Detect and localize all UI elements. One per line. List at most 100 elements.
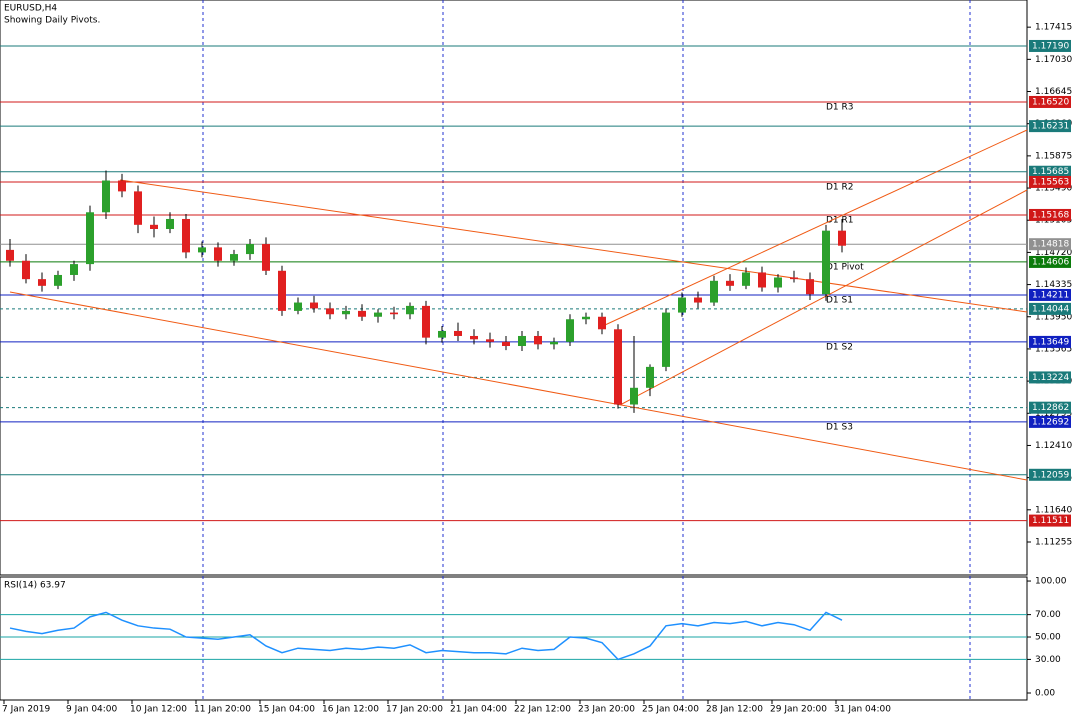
level-label: 1.14211 (1032, 290, 1069, 300)
candle-body (550, 341, 558, 345)
pivot-label: D1 R3 (826, 102, 854, 112)
level-label: 1.11511 (1032, 516, 1069, 526)
rsi-tick-label: 70.00 (1035, 610, 1061, 620)
x-tick-label: 11 Jan 20:00 (194, 705, 251, 715)
candle-body (198, 247, 206, 253)
candle-body (710, 280, 718, 303)
candle-body (694, 297, 702, 303)
y-tick-label: 1.16645 (1035, 87, 1072, 97)
y-tick-label: 1.15490 (1035, 184, 1072, 194)
y-tick-label: 1.14720 (1035, 248, 1072, 258)
level-label: 1.14606 (1032, 257, 1069, 267)
candle-body (390, 312, 398, 315)
level-tag (1029, 165, 1071, 178)
candle-body (358, 310, 366, 317)
rsi-title: RSI(14) 63.97 (4, 581, 66, 591)
pivot-label: D1 R2 (826, 182, 854, 192)
level-tag (1029, 39, 1071, 52)
candle-body (470, 335, 478, 340)
candle-body (742, 272, 750, 286)
level-tag (1029, 238, 1071, 251)
candle-body (294, 302, 302, 311)
candle-body (342, 310, 350, 315)
price-panel (0, 0, 1028, 576)
candle-body (6, 249, 14, 261)
pivot-label: D1 S1 (826, 295, 853, 305)
candle-body (214, 247, 222, 261)
level-label: 1.17190 (1032, 41, 1069, 51)
trendlines (9, 129, 1028, 481)
y-tick-label: 1.11640 (1035, 505, 1072, 515)
candle-body (102, 180, 110, 213)
candle-body (22, 260, 30, 280)
candle-body (454, 330, 462, 336)
level-label: 1.12059 (1032, 470, 1069, 480)
level-tag (1029, 208, 1071, 221)
level-label: 1.16520 (1032, 97, 1069, 107)
trendline (604, 129, 1028, 326)
x-tick-label: 15 Jan 04:00 (258, 705, 315, 715)
level-tag (1029, 468, 1071, 481)
level-label: 1.14044 (1032, 304, 1069, 314)
candle-body (278, 270, 286, 311)
candle-body (678, 297, 686, 313)
candle-body (726, 280, 734, 286)
x-tick-label: 16 Jan 12:00 (322, 705, 379, 715)
x-tick-label: 21 Jan 04:00 (450, 705, 507, 715)
level-label: 1.15563 (1032, 177, 1069, 187)
x-tick-label: 7 Jan 2019 (2, 705, 50, 715)
level-tag (1029, 95, 1071, 108)
x-tick-label: 17 Jan 20:00 (386, 705, 443, 715)
x-tick-label: 25 Jan 04:00 (642, 705, 699, 715)
rsi-panel (0, 576, 1028, 701)
rsi-tick-label: 0.00 (1035, 689, 1055, 699)
level-tag (1029, 371, 1071, 384)
level-label: 1.12692 (1032, 417, 1069, 427)
levels: D1 R3 D1 R2 D1 R1 D1 Pivot D1 S1 D1 S2 D1 S3 (0, 45, 1027, 522)
x-tick-label: 10 Jan 12:00 (130, 705, 187, 715)
candle-body (134, 191, 142, 225)
candle-body (406, 305, 414, 315)
candle-body (326, 308, 334, 315)
candle-body (534, 335, 542, 345)
candle-body (118, 180, 126, 192)
level-label: 1.16231 (1032, 122, 1069, 132)
y-tick-label: 1.15875 (1035, 151, 1072, 161)
candle-body (54, 274, 62, 286)
candle-body (598, 316, 606, 330)
level-tag (1029, 288, 1071, 301)
y-tick-label: 1.12410 (1035, 441, 1072, 451)
rsi (0, 611, 1027, 661)
level-tag (1029, 175, 1071, 188)
pivot-label: D1 S3 (826, 422, 853, 432)
candle-body (566, 319, 574, 342)
chart-subtitle: Showing Daily Pivots. (4, 16, 100, 26)
x-tick-label: 28 Jan 12:00 (706, 705, 763, 715)
candle-body (230, 254, 238, 261)
candle-body (758, 272, 766, 288)
rsi-line (9, 611, 843, 661)
candle-body (374, 312, 382, 317)
trendline (619, 189, 1028, 406)
rsi-tick-label: 30.00 (1035, 655, 1061, 665)
level-tag (1029, 302, 1071, 315)
chart-title: EURUSD,H4 (4, 4, 57, 14)
level-tag (1029, 335, 1071, 348)
level-tag (1029, 401, 1071, 414)
candle-body (630, 387, 638, 405)
candle-body (70, 264, 78, 275)
level-tag (1029, 255, 1071, 268)
level-tag (1029, 120, 1071, 133)
candle-body (422, 305, 430, 338)
level-tag (1029, 415, 1071, 428)
y-tick-label: 1.13950 (1035, 312, 1072, 322)
candle-body (86, 212, 94, 265)
candle-body (502, 341, 510, 347)
level-label: 1.15168 (1032, 210, 1069, 220)
candle-body (646, 366, 654, 388)
level-label: 1.12862 (1032, 403, 1069, 413)
pivot-label: D1 S2 (826, 342, 853, 352)
session-separators (202, 0, 971, 700)
